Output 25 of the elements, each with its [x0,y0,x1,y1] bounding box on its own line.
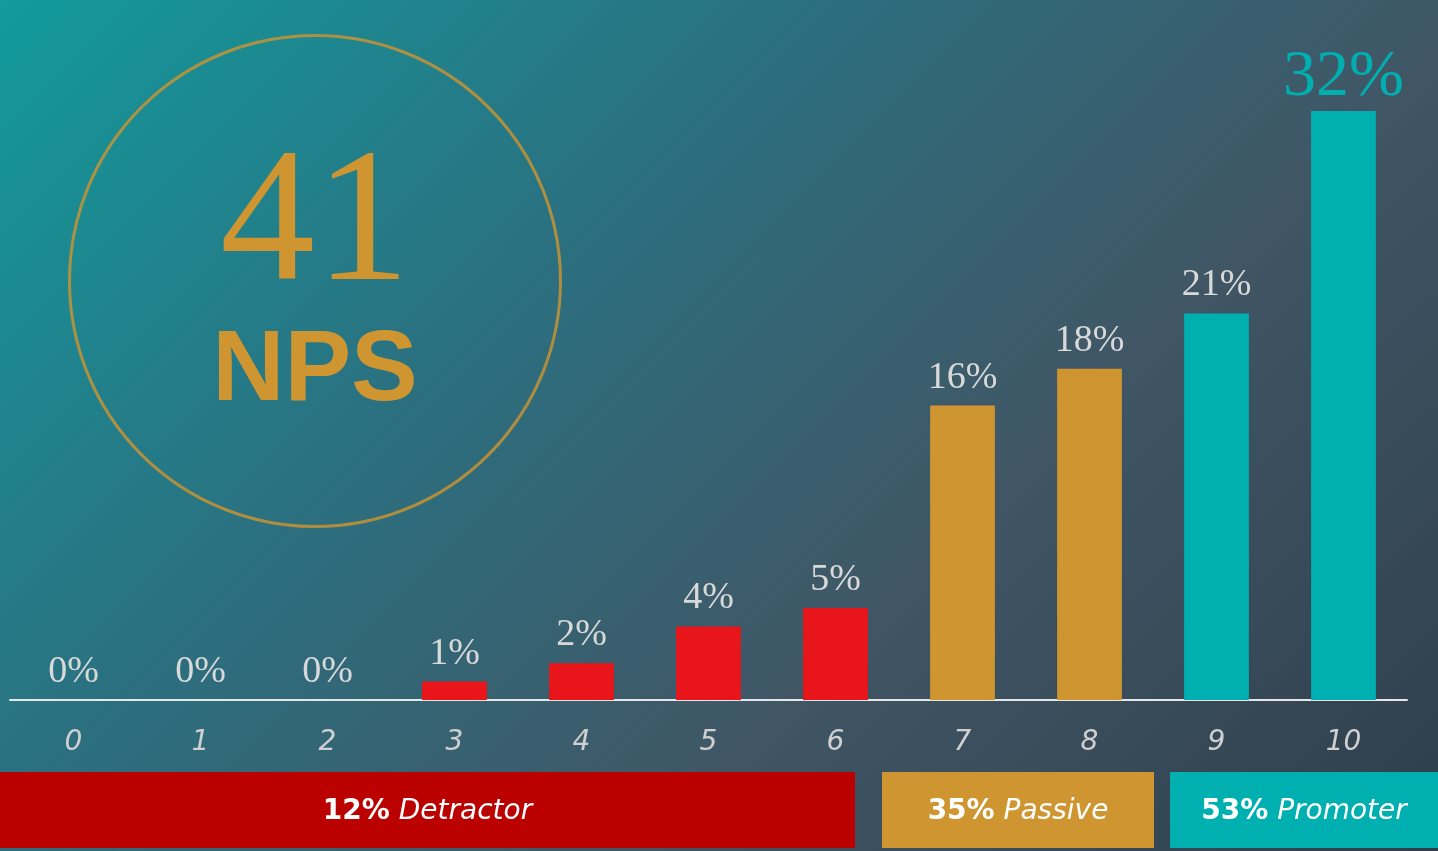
text: 53% Promoter [1201,793,1407,826]
x-tick-label: 9 [1207,723,1226,757]
data-label: 21% [1181,261,1252,304]
x-tick-label: 4 [572,723,591,757]
data-label: 4% [683,574,734,617]
x-tick-label: 1 [191,723,210,757]
x-tick-label: 8 [1080,723,1099,757]
data-label: 5% [810,555,861,598]
x-tick-label: 0 [64,723,83,757]
x-tick-label: 6 [826,723,845,757]
x-tick-label: 10 [1325,723,1362,757]
data-label: 1% [429,629,480,672]
data-label: 18% [1054,316,1125,359]
x-tick-label: 3 [445,723,464,757]
data-label: 0% [175,648,226,690]
data-label: 16% [927,353,998,396]
data-label: 32% [1283,35,1404,109]
x-tick-label: 7 [953,723,972,757]
data-label: 0% [302,648,353,690]
data-label: 2% [556,611,607,654]
text: 35% Passive [927,793,1109,826]
x-tick-label: 2 [318,723,337,757]
text: 12% Detractor [322,793,533,826]
data-label: 0% [48,648,99,690]
x-tick-label: 5 [699,723,718,757]
